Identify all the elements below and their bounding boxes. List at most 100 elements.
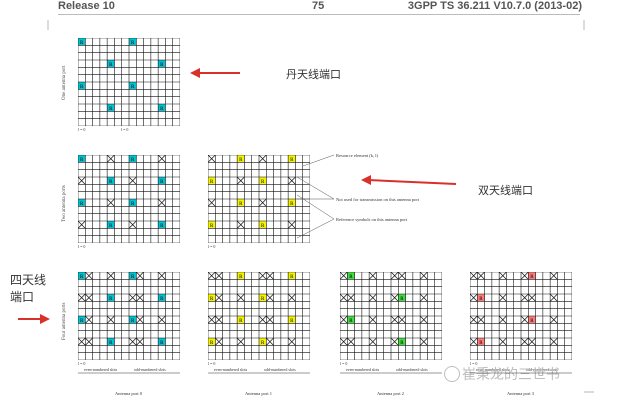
- grid-four-ports-port3: R R R R: [469, 271, 573, 361]
- unused-cell-cross: [390, 337, 399, 346]
- reference-symbol-cell: [259, 177, 267, 185]
- unused-cell-cross: [236, 337, 245, 346]
- reference-symbol-cell: [237, 272, 245, 280]
- reference-symbol-cell: [237, 155, 245, 163]
- reference-symbol-label: R: [131, 202, 135, 207]
- l-index-label: l = 0: [340, 361, 348, 366]
- resource-grid-svg: R R R R: [339, 271, 443, 361]
- unused-cell-cross: [390, 293, 399, 302]
- unused-cell-cross: [390, 271, 399, 280]
- unused-cell-cross: [157, 315, 166, 324]
- reference-symbol-cell: [347, 316, 355, 324]
- reference-symbol-label: R: [239, 158, 243, 163]
- reference-symbol-cell: [158, 221, 166, 229]
- reference-symbol-cell: [528, 316, 536, 324]
- unused-cell-cross: [128, 176, 137, 185]
- resource-grid-svg: R R R R R R R R: [207, 271, 311, 361]
- unused-cell-cross: [339, 293, 348, 302]
- unused-cell-cross: [136, 271, 144, 280]
- unused-cell-cross: [549, 337, 558, 346]
- unused-cell-cross: [528, 337, 536, 346]
- reference-symbol-cell: [129, 38, 137, 46]
- label-dual-antenna-port: 双天线端口: [478, 184, 533, 197]
- unused-cell-cross: [106, 154, 115, 163]
- unused-cell-cross: [390, 315, 399, 324]
- grid-four-ports-port1: R R R R R R R R: [207, 271, 311, 361]
- reference-symbol-cell: [208, 221, 216, 229]
- reference-symbol-cell: [107, 177, 115, 185]
- unused-cell-cross: [77, 293, 86, 302]
- unused-cell-cross: [498, 293, 507, 302]
- reference-symbol-label: R: [290, 275, 294, 280]
- unused-cell-cross: [258, 271, 267, 280]
- unused-cell-cross: [419, 337, 428, 346]
- reference-symbol-cell: [259, 294, 267, 302]
- reference-symbol-label: R: [160, 297, 164, 302]
- reference-symbol-cell: [78, 272, 86, 280]
- reference-symbol-label: R: [530, 275, 534, 280]
- slot-label-odd: odd-numbered slots: [396, 367, 428, 372]
- reference-symbol-label: R: [290, 319, 294, 324]
- unused-cell-cross: [498, 315, 507, 324]
- unused-cell-cross: [528, 293, 536, 302]
- reference-symbol-cell: [398, 294, 406, 302]
- reference-symbol-label: R: [109, 180, 113, 185]
- reference-symbol-label: R: [290, 202, 294, 207]
- slot-label-odd: odd-numbered slots: [264, 367, 296, 372]
- l-index-label: l = 0: [78, 127, 86, 132]
- unused-cell-cross: [520, 293, 529, 302]
- reference-symbol-cell: [107, 60, 115, 68]
- grid-lines: [207, 271, 311, 361]
- caption-antenna-port-0: Antenna port 0: [115, 391, 142, 396]
- unused-cell-cross: [236, 220, 245, 229]
- reference-symbol-label: R: [131, 85, 135, 90]
- reference-symbol-cell: [288, 272, 296, 280]
- reference-symbol-cell: [107, 221, 115, 229]
- unused-cell-cross: [347, 293, 355, 302]
- label-quad-antenna-port-line1: 四天线: [10, 273, 47, 287]
- reference-symbol-label: R: [239, 275, 243, 280]
- annotation-resource-element: Resource element (k, l): [336, 153, 378, 158]
- reference-symbol-cell: [129, 199, 137, 207]
- unused-cell-cross: [469, 315, 478, 324]
- unused-cell-cross: [339, 271, 348, 280]
- reference-symbol-cell: [78, 316, 86, 324]
- reference-symbol-label: R: [349, 319, 353, 324]
- unused-cell-cross: [339, 337, 348, 346]
- arrow-dual: [367, 179, 457, 185]
- grid-one-port-port0: R R R R R R R R: [77, 37, 181, 127]
- unused-cell-cross: [347, 337, 355, 346]
- unused-cell-cross: [419, 271, 428, 280]
- reference-symbol-cell: [347, 272, 355, 280]
- unused-cell-cross: [85, 315, 93, 324]
- reference-symbol-cell: [208, 294, 216, 302]
- unused-cell-cross: [258, 154, 267, 163]
- arrow-dual-head: [361, 175, 371, 185]
- reference-symbol-label: R: [479, 297, 483, 302]
- unused-cell-cross: [287, 337, 296, 346]
- unused-cell-cross: [207, 198, 216, 207]
- unused-cell-cross: [398, 315, 406, 324]
- unused-cell-cross: [215, 315, 223, 324]
- grid-four-ports-port2: R R R R: [339, 271, 443, 361]
- reference-symbol-label: R: [261, 180, 265, 185]
- grid-four-ports-port0: R R R R R R R R: [77, 271, 181, 361]
- reference-symbol-cell: [528, 272, 536, 280]
- unused-cell-cross: [128, 220, 137, 229]
- reference-symbol-cell: [259, 221, 267, 229]
- reference-symbol-label: R: [131, 158, 135, 163]
- reference-symbol-label: R: [160, 107, 164, 112]
- reference-symbol-label: R: [80, 202, 84, 207]
- reference-symbol-cell: [158, 60, 166, 68]
- reference-symbol-label: R: [210, 341, 214, 346]
- reference-symbol-label: R: [80, 275, 84, 280]
- slot-label-odd: odd-numbered slots: [526, 367, 558, 372]
- unused-cell-cross: [469, 271, 478, 280]
- reference-symbol-label: R: [210, 180, 214, 185]
- reference-symbol-label: R: [210, 224, 214, 229]
- reference-symbol-cell: [477, 338, 485, 346]
- grid-lines: [339, 271, 443, 361]
- l-index-label: l = 0: [470, 361, 478, 366]
- unused-cell-cross: [258, 198, 267, 207]
- reference-symbol-cell: [288, 316, 296, 324]
